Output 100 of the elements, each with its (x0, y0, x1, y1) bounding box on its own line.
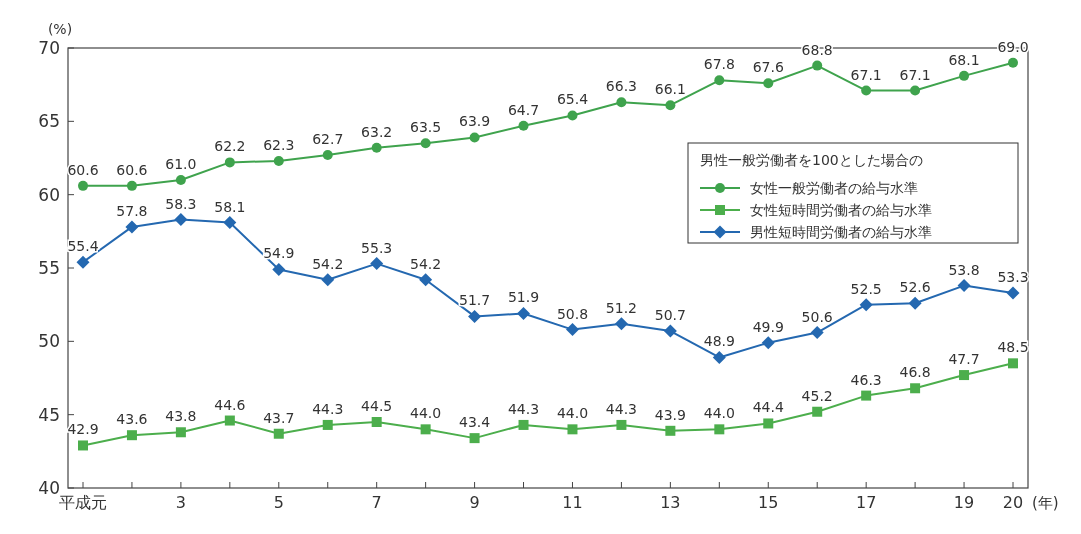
legend-label: 男性短時間労働者の給与水準 (750, 224, 932, 240)
data-label: 44.0 (556, 405, 589, 422)
point (273, 428, 284, 439)
point (1008, 358, 1018, 369)
x-tick-label: 11 (562, 493, 583, 512)
y-tick-label: 55 (38, 258, 60, 278)
point (616, 419, 627, 430)
point (223, 216, 237, 230)
data-label: 51.9 (507, 289, 540, 306)
data-label: 50.8 (556, 305, 589, 322)
point (224, 415, 235, 426)
point (224, 157, 235, 168)
point (614, 317, 628, 331)
point (859, 298, 873, 312)
point (761, 336, 775, 350)
x-tick-label: 平成元 (59, 493, 107, 512)
point (959, 70, 970, 81)
data-label: 68.8 (801, 41, 833, 58)
point (616, 97, 627, 108)
point (714, 75, 725, 86)
data-label: 67.1 (850, 66, 882, 83)
point (518, 120, 529, 131)
data-label: 51.2 (605, 299, 638, 316)
data-label: 69.0 (997, 38, 1029, 55)
data-label: 43.8 (165, 408, 197, 425)
point (763, 78, 774, 89)
point (126, 430, 137, 441)
data-label: 48.9 (703, 333, 735, 350)
point (125, 220, 139, 234)
x-tick-label: 5 (273, 493, 284, 512)
point (567, 424, 578, 435)
point (371, 417, 382, 427)
data-label: 64.7 (507, 101, 540, 118)
point (469, 132, 480, 143)
data-label: 65.4 (556, 91, 589, 108)
data-label: 43.7 (263, 409, 295, 426)
point (78, 180, 88, 191)
data-label: 58.1 (214, 198, 246, 215)
point (517, 306, 531, 320)
point (126, 180, 137, 191)
data-label: 66.3 (605, 78, 638, 95)
data-label: 50.6 (801, 308, 833, 325)
data-label: 62.7 (312, 131, 344, 148)
point (665, 100, 676, 111)
data-label: 51.7 (458, 292, 491, 309)
data-label: 44.3 (312, 400, 344, 417)
y-tick-label: 70 (38, 38, 60, 58)
y-tick-label: 45 (38, 404, 60, 425)
point (272, 262, 286, 276)
point (175, 427, 186, 438)
data-label: 62.2 (214, 138, 246, 155)
point (861, 85, 872, 96)
point (663, 324, 677, 338)
x-tick-label: 9 (469, 493, 480, 512)
point (518, 419, 529, 430)
point (1008, 57, 1018, 68)
point (468, 309, 482, 323)
data-label: 55.4 (67, 238, 99, 255)
point (861, 390, 872, 401)
x-tick-label: 19 (953, 493, 975, 512)
point (370, 257, 384, 271)
point (78, 440, 88, 451)
point (665, 425, 676, 436)
y-axis-title: (%) (47, 21, 73, 37)
data-label: 63.2 (361, 123, 393, 140)
point (175, 175, 186, 185)
data-label: 43.6 (116, 411, 148, 428)
point (763, 418, 774, 429)
data-label: 44.6 (214, 396, 246, 413)
data-label: 67.8 (703, 56, 735, 73)
data-label: 58.3 (165, 195, 197, 212)
point (322, 419, 333, 430)
data-label: 44.3 (605, 400, 638, 417)
point (910, 383, 921, 394)
point (321, 273, 335, 287)
x-tick-label: 15 (758, 493, 779, 512)
data-label: 54.9 (263, 245, 295, 262)
data-label: 60.6 (116, 161, 148, 178)
point (812, 406, 823, 417)
point (810, 326, 824, 340)
data-label: 45.2 (801, 387, 833, 404)
data-label: 44.4 (752, 399, 784, 416)
data-label: 54.2 (312, 255, 344, 272)
data-label: 62.3 (263, 136, 295, 153)
y-tick-label: 60 (38, 184, 60, 205)
point (371, 142, 382, 153)
data-label: 49.9 (752, 318, 784, 335)
y-tick-label: 40 (38, 478, 60, 498)
data-label: 44.0 (703, 405, 735, 422)
x-tick-label: 20 (1002, 493, 1024, 512)
legend-label: 女性短時間労働者の給与水準 (750, 202, 932, 218)
point (322, 150, 333, 161)
data-label: 44.0 (410, 405, 442, 422)
point (567, 110, 578, 121)
x-tick-label: 13 (660, 493, 681, 512)
point (565, 323, 579, 337)
legend-label: 女性一般労働者の給与水準 (750, 180, 918, 196)
data-label: 46.8 (899, 364, 931, 381)
point (76, 255, 90, 269)
data-label: 52.5 (850, 280, 882, 297)
